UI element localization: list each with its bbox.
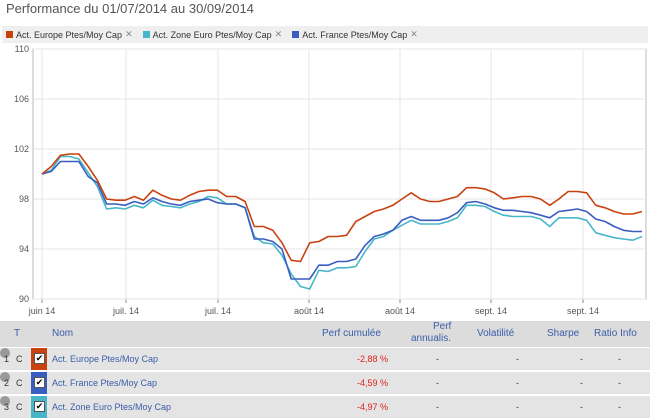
x-tick-label: sept. 14 bbox=[567, 306, 599, 316]
row-sharpe: - bbox=[580, 402, 583, 412]
row-number: 1 bbox=[4, 354, 10, 364]
x-tick-label: juil. 14 bbox=[204, 306, 231, 316]
legend-item-france[interactable]: Act. France Ptes/Moy Cap ✕ bbox=[292, 29, 418, 40]
row-volatility: - bbox=[516, 402, 519, 412]
col-header-sharpe[interactable]: Sharpe bbox=[547, 328, 580, 339]
row-sharpe: - bbox=[580, 354, 583, 364]
legend-item-zone-euro[interactable]: Act. Zone Euro Ptes/Moy Cap ✕ bbox=[142, 29, 283, 40]
legend-swatch-france bbox=[292, 31, 300, 38]
page-title: Performance du 01/07/2014 au 30/09/2014 bbox=[6, 1, 254, 16]
row-volatility: - bbox=[516, 378, 519, 388]
y-tick-label: 110 bbox=[15, 44, 29, 54]
row-type: C bbox=[16, 402, 23, 412]
row-type: C bbox=[16, 354, 23, 364]
series-line-france bbox=[41, 160, 642, 280]
row-ratio-info: - bbox=[618, 378, 621, 388]
table-row[interactable]: 3 C ✔ Act. Zone Euro Ptes/Moy Cap -4,97 … bbox=[0, 396, 650, 420]
col-header-perf-annual-2[interactable]: annualis. bbox=[411, 333, 452, 344]
performance-chart: juin 14 juil. 14 juil. 14 août 14 août 14 sep… bbox=[14, 44, 647, 316]
row-checkbox[interactable]: ✔ bbox=[34, 353, 45, 364]
table-row[interactable]: 1 C ✔ Act. Europe Ptes/Moy Cap -2,88 % -… bbox=[0, 348, 650, 372]
row-number: 3 bbox=[4, 402, 10, 412]
series-line-europe bbox=[41, 153, 643, 263]
col-header-volatility[interactable]: Volatilité bbox=[477, 328, 515, 339]
remove-series-icon[interactable]: ✕ bbox=[125, 29, 133, 39]
row-perf-cum: -4,97 % bbox=[356, 402, 388, 412]
remove-series-icon[interactable]: ✕ bbox=[274, 29, 283, 39]
row-perf-cum: -4,59 % bbox=[356, 378, 388, 388]
legend-label-france: Act. France Ptes/Moy Cap bbox=[302, 29, 408, 40]
col-header-ratio-info[interactable]: Ratio Info bbox=[594, 328, 637, 339]
remove-series-icon[interactable]: ✕ bbox=[410, 29, 418, 39]
row-name[interactable]: Act. Europe Ptes/Moy Cap bbox=[52, 354, 159, 364]
row-perf-annual: - bbox=[436, 402, 439, 412]
legend-label-europe: Act. Europe Ptes/Moy Cap bbox=[16, 29, 123, 40]
x-tick-label: août 14 bbox=[385, 306, 415, 316]
col-header-name[interactable]: Nom bbox=[52, 328, 74, 339]
row-type: C bbox=[16, 378, 23, 388]
y-tick-label: 98 bbox=[19, 194, 29, 204]
row-checkbox[interactable]: ✔ bbox=[34, 377, 45, 388]
col-header-type[interactable]: T bbox=[14, 328, 21, 339]
row-number: 2 bbox=[4, 378, 10, 388]
y-tick-label: 102 bbox=[14, 144, 29, 154]
x-tick-label: juil. 14 bbox=[112, 306, 139, 316]
row-checkbox[interactable]: ✔ bbox=[34, 401, 45, 412]
row-volatility: - bbox=[516, 354, 519, 364]
row-ratio-info: - bbox=[618, 354, 621, 364]
row-perf-annual: - bbox=[436, 354, 439, 364]
chart-legend: Act. Europe Ptes/Moy Cap ✕ Act. Zone Eur… bbox=[2, 26, 648, 43]
y-tick-label: 90 bbox=[19, 294, 29, 304]
row-perf-annual: - bbox=[436, 378, 439, 388]
legend-swatch-zone-euro bbox=[142, 31, 150, 38]
row-perf-cum: -2,88 % bbox=[356, 354, 388, 364]
x-tick-label: sept. 14 bbox=[475, 306, 507, 316]
row-name[interactable]: Act. Zone Euro Ptes/Moy Cap bbox=[52, 402, 172, 412]
plot-area bbox=[32, 48, 647, 300]
legend-label-zone-euro: Act. Zone Euro Ptes/Moy Cap bbox=[152, 29, 272, 40]
x-tick-label: juin 14 bbox=[28, 306, 56, 316]
col-header-perf-annual[interactable]: Perf bbox=[433, 321, 452, 332]
x-tick-label: août 14 bbox=[294, 306, 324, 316]
info-icon[interactable] bbox=[0, 348, 10, 358]
series-line-zone-euro bbox=[41, 155, 643, 290]
y-tick-label: 106 bbox=[14, 94, 29, 104]
row-ratio-info: - bbox=[618, 402, 621, 412]
y-tick-label: 94 bbox=[19, 244, 29, 254]
table-row[interactable]: 2 C ✔ Act. France Ptes/Moy Cap -4,59 % -… bbox=[0, 372, 650, 396]
legend-swatch-europe bbox=[6, 31, 13, 38]
row-name[interactable]: Act. France Ptes/Moy Cap bbox=[52, 378, 158, 388]
col-header-perf-cum[interactable]: Perf cumulée bbox=[322, 328, 381, 339]
table-header: T Nom Perf cumulée Perf annualis. Volati… bbox=[0, 321, 650, 347]
row-sharpe: - bbox=[580, 378, 583, 388]
info-icon[interactable] bbox=[0, 396, 10, 406]
info-icon[interactable] bbox=[0, 372, 10, 382]
legend-item-europe[interactable]: Act. Europe Ptes/Moy Cap ✕ bbox=[6, 29, 133, 40]
